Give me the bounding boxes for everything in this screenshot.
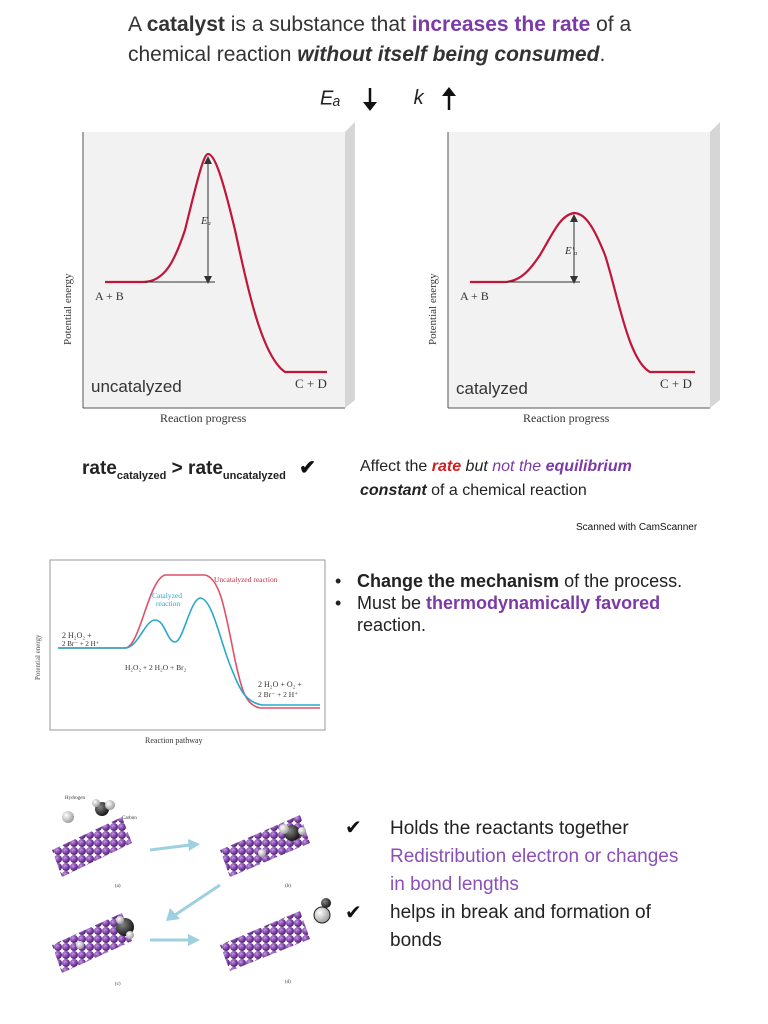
scanned-watermark: Scanned with CamScanner (576, 522, 698, 533)
product-label: C + D (295, 376, 327, 391)
catalyzed-curve (470, 211, 695, 374)
molecule-d-icon (313, 898, 331, 924)
arrow-up-icon (442, 87, 457, 110)
surface-catalysis-illustration: Hydrogen Carbon (a) (b) (c) (d) (52, 796, 331, 987)
surface-role-text: Holds the reactants together Redistribut… (390, 818, 679, 951)
catalyzed-energy-diagram: E′ₐ A + B C + D catalyzed Reaction progr… (427, 122, 720, 425)
reactant-line1: 2 H₂O₂ + (62, 631, 92, 640)
catalyzed-label-line1: Catalyzed (152, 591, 182, 600)
carbon-label: Carbon (122, 816, 137, 821)
check-icon: ✔ (345, 902, 362, 924)
arrow-right-icon (149, 839, 200, 852)
catalyst-surface-d (220, 911, 310, 971)
rate-comparison: ratecatalyzed > rateuncatalyzed ✔ (82, 457, 316, 482)
uncatalyzed-caption: uncatalyzed (91, 377, 182, 396)
arrow-right-icon (150, 934, 200, 946)
product-label: C + D (660, 376, 692, 391)
hydrogen-label: Hydrogen (65, 796, 85, 801)
check-icon: ✔ (345, 817, 362, 839)
bullet-thermodynamic: Must be thermodynamically favoredreactio… (335, 592, 735, 636)
ea-label: Eₐ (200, 215, 211, 227)
bullet-mechanism: Change the mechanism of the process. (335, 570, 735, 592)
molecule-c-icon (76, 916, 134, 949)
ea-k-row: Eₐ k (320, 86, 459, 112)
pathway-energy-diagram: Uncatalyzed reaction Catalyzed reaction … (34, 559, 326, 745)
page-title: A catalyst is a substance that increases… (128, 13, 632, 66)
catalyst-surface-a (52, 817, 132, 877)
uncatalyzed-energy-diagram: Eₐ A + B C + D uncatalyzed Reaction prog… (62, 122, 355, 425)
catalyzed-label-line2: reaction (156, 599, 180, 608)
arrow-down-icon (363, 88, 378, 111)
catalyzed-caption: catalyzed (456, 379, 528, 398)
reactant-line2: 2 Br⁻ + 2 H⁺ (62, 640, 100, 648)
check-icon: ✔ (299, 457, 316, 479)
mechanism-bullets: Change the mechanism of the process. Mus… (335, 570, 735, 636)
ea-prime-label: E′ₐ (564, 245, 577, 257)
affect-statement: Affect the rate but not the equilibrium … (360, 458, 632, 499)
panel-c-label: (c) (115, 982, 121, 987)
uncatalyzed-curve (105, 152, 327, 374)
x-axis-label: Reaction progress (523, 411, 610, 425)
panel-b-label: (b) (285, 884, 291, 889)
panel-a-label: (a) (115, 884, 121, 889)
ea-symbol: Eₐ (320, 87, 341, 110)
y-axis-label: Potential energy (34, 634, 42, 680)
y-axis-label: Potential energy (427, 273, 439, 345)
catalyzed-pathway-curve (58, 597, 320, 706)
reactant-label: A + B (460, 289, 489, 303)
product-line2: 2 Br⁻ + 2 H⁺ (258, 690, 298, 699)
catalyst-surface-c (52, 913, 132, 973)
reactant-label: A + B (95, 289, 124, 303)
intermediate-label: H₂O₂ + 2 H₂O + Br₂ (125, 663, 187, 672)
molecule-a-icon (62, 799, 115, 823)
x-axis-label: Reaction pathway (145, 736, 203, 745)
y-axis-label: Potential energy (62, 273, 74, 345)
catalyst-surface-b (220, 815, 310, 877)
product-line1: 2 H₂O + O₂ + (258, 680, 302, 689)
panel-d-label: (d) (285, 980, 291, 985)
k-symbol: k (413, 87, 424, 110)
uncatalyzed-reaction-label: Uncatalyzed reaction (214, 575, 278, 584)
arrow-down-left-icon (166, 883, 221, 921)
x-axis-label: Reaction progress (160, 411, 247, 425)
uncatalyzed-pathway-curve (58, 574, 320, 709)
molecule-b-icon (258, 824, 306, 857)
